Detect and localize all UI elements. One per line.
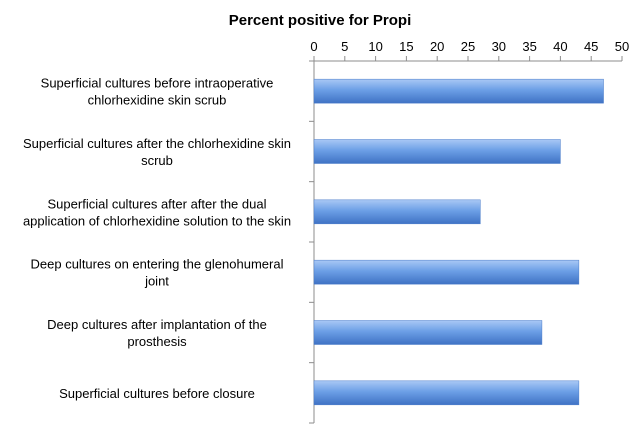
bar bbox=[313, 259, 580, 285]
category-label: Superficial cultures before intraoperati… bbox=[41, 76, 274, 108]
bar bbox=[313, 199, 481, 225]
bar bbox=[313, 380, 580, 406]
x-tick-label: 20 bbox=[430, 39, 444, 54]
bar bbox=[313, 139, 561, 164]
category-label: Superficial cultures after the chlorhexi… bbox=[23, 136, 291, 168]
x-tick-label: 10 bbox=[368, 39, 382, 54]
category-label: Superficial cultures after after the dua… bbox=[23, 196, 291, 228]
bars bbox=[313, 78, 604, 406]
category-label-line: joint bbox=[144, 274, 169, 289]
category-label: Deep cultures on entering the glenohumer… bbox=[31, 257, 284, 289]
x-tick-label: 50 bbox=[615, 39, 629, 54]
category-label-line: Deep cultures on entering the glenohumer… bbox=[31, 257, 284, 272]
chart-title: Percent positive for Propi bbox=[229, 12, 412, 29]
category-label-line: application of chlorhexidine solution to… bbox=[23, 213, 291, 228]
x-tick-label: 15 bbox=[399, 39, 413, 54]
category-label-line: prosthesis bbox=[127, 334, 187, 349]
bar bbox=[313, 320, 543, 345]
category-label-line: Superficial cultures after after the dua… bbox=[48, 196, 267, 211]
x-tick-label: 5 bbox=[341, 39, 348, 54]
x-tick-label: 35 bbox=[522, 39, 536, 54]
axes: 0 5 10 15 20 25 30 35 40 45 50 bbox=[309, 39, 629, 424]
category-label-line: Superficial cultures before closure bbox=[59, 386, 255, 401]
x-tick-label: 40 bbox=[553, 39, 567, 54]
bar bbox=[313, 78, 604, 104]
x-tick-label: 45 bbox=[584, 39, 598, 54]
x-tick-label: 0 bbox=[310, 39, 317, 54]
x-tick-label: 25 bbox=[461, 39, 475, 54]
x-tick-label: 30 bbox=[492, 39, 506, 54]
category-labels: Superficial cultures before intraoperati… bbox=[23, 76, 291, 401]
category-label-line: Superficial cultures before intraoperati… bbox=[41, 76, 274, 91]
category-label: Superficial cultures before closure bbox=[59, 386, 255, 401]
category-label-line: Deep cultures after implantation of the bbox=[47, 317, 267, 332]
category-label-line: chlorhexidine skin scrub bbox=[88, 93, 227, 108]
category-label: Deep cultures after implantation of the p… bbox=[47, 317, 267, 349]
category-label-line: Superficial cultures after the chlorhexi… bbox=[23, 136, 291, 151]
category-label-line: scrub bbox=[141, 153, 173, 168]
